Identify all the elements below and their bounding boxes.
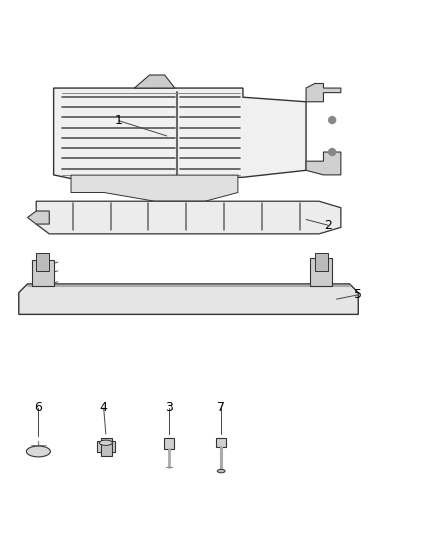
Ellipse shape xyxy=(26,446,50,457)
Text: 5: 5 xyxy=(354,288,362,301)
Circle shape xyxy=(328,149,336,156)
Text: 6: 6 xyxy=(35,401,42,415)
Bar xyxy=(101,439,112,456)
Ellipse shape xyxy=(217,470,225,473)
Polygon shape xyxy=(19,284,358,314)
Bar xyxy=(32,260,53,286)
Text: 2: 2 xyxy=(324,219,332,232)
Ellipse shape xyxy=(99,440,113,446)
Bar xyxy=(97,441,115,453)
Polygon shape xyxy=(71,175,238,201)
Bar xyxy=(311,258,332,286)
Bar xyxy=(216,438,226,447)
Polygon shape xyxy=(28,211,49,224)
Text: 1: 1 xyxy=(115,114,123,127)
Polygon shape xyxy=(306,84,341,102)
Bar xyxy=(36,254,49,271)
Text: 3: 3 xyxy=(165,401,173,415)
Bar xyxy=(164,439,174,449)
Bar xyxy=(315,254,328,271)
Polygon shape xyxy=(53,88,306,180)
Polygon shape xyxy=(134,75,175,88)
Circle shape xyxy=(328,117,336,124)
Text: 7: 7 xyxy=(217,401,225,415)
Polygon shape xyxy=(36,201,341,234)
Polygon shape xyxy=(306,152,341,175)
Text: 4: 4 xyxy=(100,401,108,415)
